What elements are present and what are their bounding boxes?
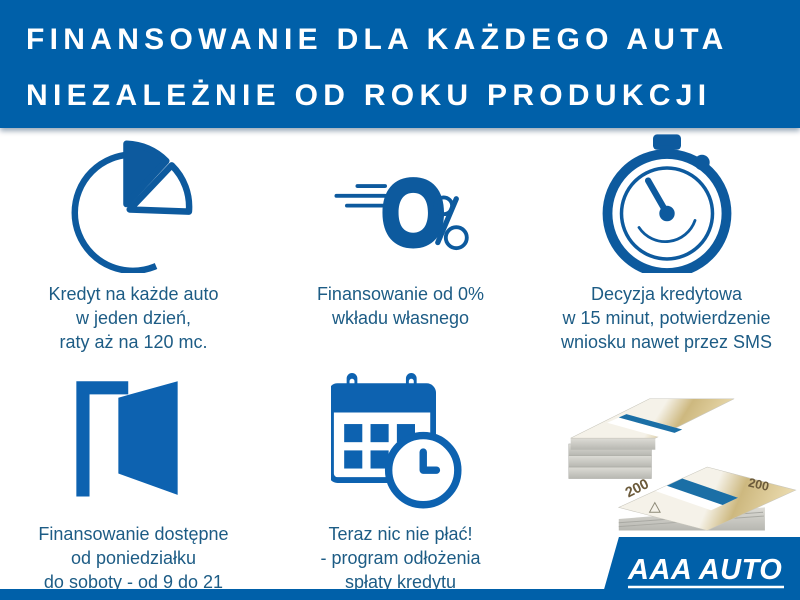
svg-text:AAA AUTO: AAA AUTO xyxy=(627,554,782,586)
